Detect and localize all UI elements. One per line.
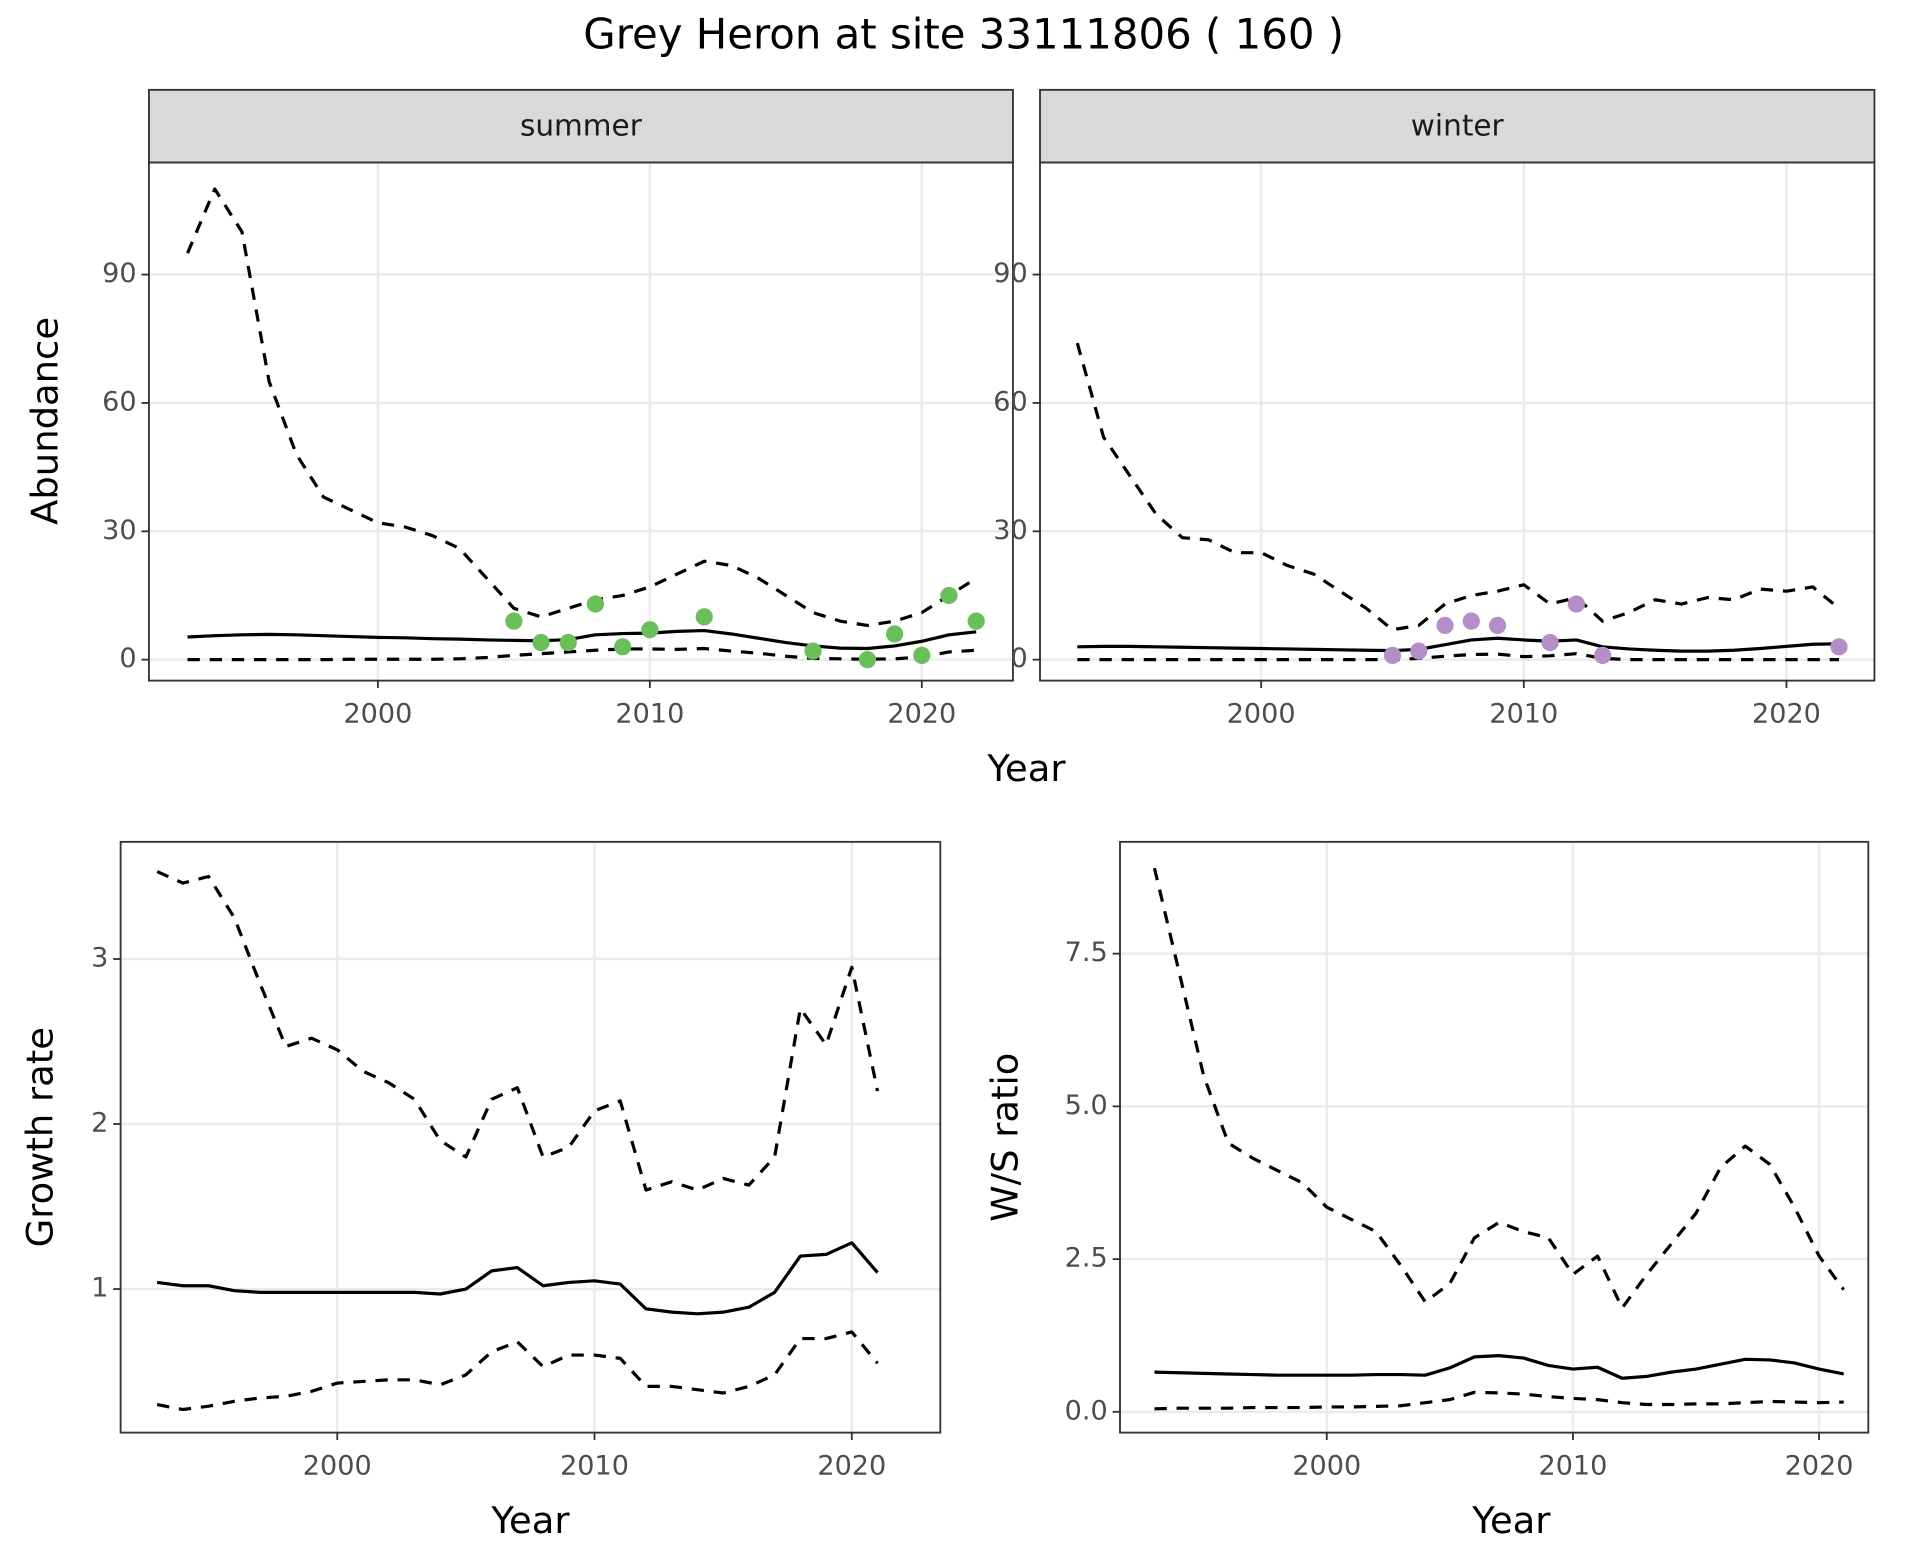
data-point	[641, 621, 659, 639]
y-tick-label: 90	[993, 258, 1027, 289]
data-point	[1567, 595, 1585, 613]
data-point	[1830, 638, 1848, 656]
y-tick-label: 3	[91, 943, 108, 974]
y-tick-label: 7.5	[1065, 937, 1108, 968]
estimate-line	[1077, 636, 1840, 653]
y-tick-label: 60	[102, 386, 136, 417]
y-tick-label: 1	[91, 1273, 108, 1304]
panel-border	[1119, 840, 1870, 1434]
data-point	[695, 608, 713, 626]
x-tick-label: 2000	[303, 1451, 372, 1482]
x-tick-label: 2010	[1489, 699, 1558, 730]
y-axis-label: Abundance	[23, 317, 66, 525]
data-point	[1541, 633, 1559, 652]
data-point	[614, 638, 632, 656]
interval-line	[1154, 1390, 1844, 1411]
panel-background	[148, 162, 1013, 681]
y-tick-label: 30	[102, 515, 136, 546]
y-tick-label: 2	[91, 1108, 108, 1139]
data-point	[967, 612, 985, 630]
x-tick-label: 2010	[615, 699, 684, 730]
y-tick-label: 0	[1010, 643, 1027, 674]
interval-line	[156, 870, 880, 1192]
y-tick-label: 2.5	[1065, 1243, 1108, 1274]
panel-border	[119, 840, 942, 1434]
y-tick-label: 30	[993, 515, 1027, 546]
data-point	[1488, 616, 1507, 635]
y-axis-label: Growth rate	[18, 1027, 61, 1247]
data-point	[1462, 612, 1480, 630]
data-point	[1593, 646, 1612, 664]
x-tick-label: 2000	[1227, 699, 1296, 730]
estimate-line	[1154, 1354, 1845, 1380]
y-axis-label: W/S ratio	[983, 1053, 1026, 1222]
x-tick-label: 2010	[1538, 1451, 1607, 1482]
data-point	[586, 595, 605, 613]
data-point	[886, 625, 904, 643]
panel-background	[1120, 841, 1869, 1433]
data-point	[858, 651, 877, 669]
data-point	[1436, 616, 1454, 635]
data-point	[1383, 646, 1402, 664]
facet-strip	[1039, 88, 1876, 164]
data-point	[940, 586, 958, 605]
panel-background	[120, 841, 941, 1433]
x-tick-label: 2000	[343, 699, 412, 730]
x-tick-label: 2020	[887, 699, 956, 730]
data-point	[505, 612, 523, 630]
interval-line	[156, 1330, 879, 1412]
x-tick-label: 2020	[1785, 1451, 1854, 1482]
x-tick-label: 2020	[817, 1451, 886, 1482]
panel-background	[1040, 162, 1875, 681]
interval-line	[1152, 867, 1845, 1310]
interval-line	[1075, 342, 1841, 632]
facet-label: winter	[1411, 108, 1505, 142]
figure-title: Grey Heron at site 33111806 ( 160 )	[583, 9, 1344, 58]
data-point	[532, 633, 550, 652]
y-tick-label: 90	[102, 258, 136, 289]
y-tick-label: 0	[119, 643, 136, 674]
estimate-line	[156, 1241, 879, 1316]
facet-label: summer	[520, 108, 643, 142]
x-axis-label: Year	[986, 747, 1066, 790]
y-tick-label: 60	[993, 386, 1027, 417]
data-point	[559, 633, 577, 652]
facet-strip	[148, 88, 1014, 164]
x-tick-label: 2020	[1752, 699, 1821, 730]
data-point	[1410, 642, 1428, 660]
y-tick-label: 0.0	[1065, 1395, 1108, 1426]
data-point	[804, 642, 822, 660]
data-point	[913, 646, 931, 664]
x-axis-label: Year	[490, 1499, 570, 1542]
y-tick-label: 5.0	[1065, 1090, 1108, 1121]
interval-line	[186, 187, 978, 628]
x-tick-label: 2000	[1292, 1451, 1361, 1482]
interval-line	[1077, 652, 1840, 662]
x-tick-label: 2010	[560, 1451, 629, 1482]
x-axis-label: Year	[1471, 1499, 1551, 1542]
estimate-line	[187, 628, 977, 651]
